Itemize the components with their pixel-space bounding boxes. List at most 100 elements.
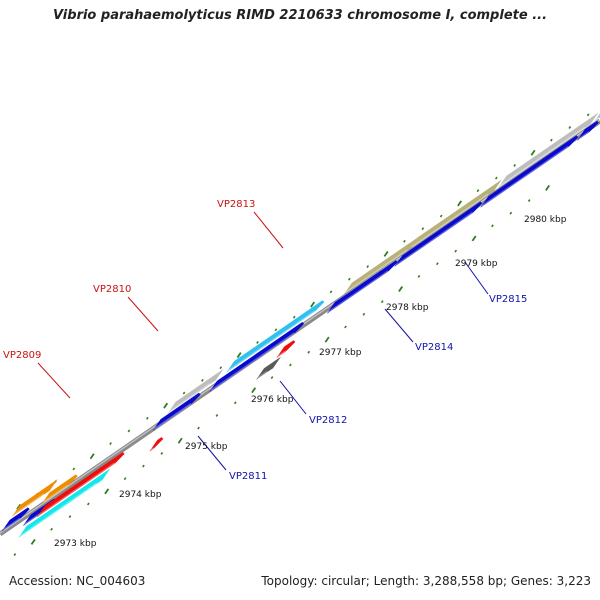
tick-mark-inner — [530, 149, 536, 156]
gene-shine — [37, 462, 116, 517]
gene-shine — [481, 145, 570, 207]
gene-shine — [42, 484, 69, 503]
scale-labels: 2973 kbp 2974 kbp 2975 kbp 2976 kbp 2977… — [54, 215, 567, 549]
tick-mark-inner — [476, 189, 480, 193]
tick-mark-inner — [513, 163, 517, 167]
tick-mark-inner — [163, 402, 169, 409]
gene-features — [1, 112, 600, 538]
tick-mark-outer — [251, 387, 257, 394]
gene-shine — [345, 249, 408, 294]
gene-shine — [411, 193, 489, 248]
gene-arrow — [326, 260, 398, 314]
leader-vp2812 — [279, 380, 307, 415]
gene-bar — [344, 235, 421, 295]
tick-mark-outer — [68, 515, 72, 519]
gene-arrow — [226, 300, 325, 373]
gene-shine — [210, 332, 295, 392]
leader-vp2815 — [464, 261, 489, 295]
gene-bar — [41, 474, 78, 504]
tick-mark-outer — [215, 414, 219, 417]
tick-mark-outer — [197, 426, 200, 430]
tick-mark-outer — [362, 312, 366, 316]
gene-arrow — [36, 452, 125, 518]
scale-label: 2975 kbp — [185, 442, 228, 452]
scale-label: 2977 kbp — [319, 348, 362, 358]
tick-mark-inner — [219, 366, 223, 370]
tick-mark-inner — [127, 429, 131, 433]
tick-mark-outer — [307, 350, 311, 354]
tick-mark-inner — [256, 341, 259, 344]
gene-shine — [13, 493, 45, 516]
tick-mark-inner — [145, 416, 149, 420]
gene-shine — [150, 447, 155, 451]
tick-mark-inner — [201, 378, 204, 382]
tick-mark-inner — [292, 315, 296, 319]
tick-mark-inner — [310, 301, 316, 308]
tick-mark-outer — [527, 199, 531, 202]
tick-mark-outer — [454, 249, 458, 253]
tick-mark-inner — [109, 442, 112, 446]
gene-arrow — [152, 392, 201, 431]
gene-label-vp2810: VP2810 — [93, 284, 131, 295]
gene-bar — [594, 113, 600, 122]
scale-label: 2976 kbp — [251, 395, 294, 405]
tick-mark-outer — [417, 274, 421, 278]
tick-mark-outer — [233, 401, 237, 405]
tick-mark-outer — [13, 553, 17, 556]
leader-vp2814 — [384, 308, 414, 343]
tick-mark-inner — [383, 250, 389, 257]
tick-mark-inner — [494, 176, 498, 180]
tick-mark-inner — [403, 239, 406, 243]
tick-mark-inner — [182, 391, 186, 395]
gene-shine — [595, 117, 600, 121]
gene-marker — [276, 340, 296, 359]
tick-mark-outer — [30, 538, 36, 545]
tick-mark-outer — [344, 325, 347, 329]
tick-mark-inner — [550, 138, 553, 142]
tick-mark-outer — [380, 300, 384, 304]
scale-label: 2973 kbp — [54, 539, 97, 549]
gene-labels: VP2809 VP2810 VP2813 VP2811 VP2812 VP281… — [3, 199, 527, 482]
tick-mark-inner — [457, 200, 463, 207]
gene-bar — [18, 468, 111, 538]
gene-label-vp2812: VP2812 — [309, 415, 347, 426]
tick-mark-inner — [439, 214, 443, 218]
map-title: Vibrio parahaemolyticus RIMD 2210633 chr… — [52, 8, 548, 23]
tick-mark-outer — [471, 235, 477, 242]
tick-mark-inner — [89, 453, 95, 460]
tick-mark-outer — [491, 224, 494, 228]
gene-arrow — [480, 135, 579, 208]
gene-shine — [227, 310, 316, 372]
gene-arrow — [576, 120, 599, 141]
gene-label-vp2815: VP2815 — [489, 294, 527, 305]
leader-vp2809 — [37, 362, 71, 399]
label-leaders — [37, 211, 489, 471]
tick-mark-inner — [236, 352, 242, 359]
scale-label: 2980 kbp — [524, 215, 567, 225]
tick-mark-inner — [366, 265, 370, 269]
gene-arrow — [1, 507, 30, 532]
leader-vp2813 — [253, 211, 284, 249]
gene-arrow — [394, 201, 483, 267]
gene-bar — [11, 479, 58, 517]
gene-bar — [498, 112, 599, 188]
gene-shine — [499, 126, 586, 187]
gene-label-vp2811: VP2811 — [229, 471, 267, 482]
gene-shine — [578, 131, 590, 140]
gene-shine — [153, 402, 192, 430]
tick-mark-inner — [274, 328, 278, 332]
tick-mark-outer — [398, 286, 404, 293]
leader-vp2810 — [127, 296, 159, 332]
scale-label: 2974 kbp — [119, 490, 162, 500]
gene-bar — [167, 368, 224, 414]
gene-shine — [19, 482, 98, 537]
tick-mark-inner — [421, 227, 425, 231]
tick-mark-outer — [50, 527, 53, 531]
gene-label-vp2813: VP2813 — [217, 199, 255, 210]
tick-mark-outer — [123, 477, 127, 481]
gene-label-vp2809: VP2809 — [3, 350, 41, 361]
gene-marker — [149, 437, 164, 452]
gene-shine — [277, 350, 286, 357]
tick-mark-outer — [86, 502, 90, 506]
tick-mark-outer — [324, 336, 330, 343]
